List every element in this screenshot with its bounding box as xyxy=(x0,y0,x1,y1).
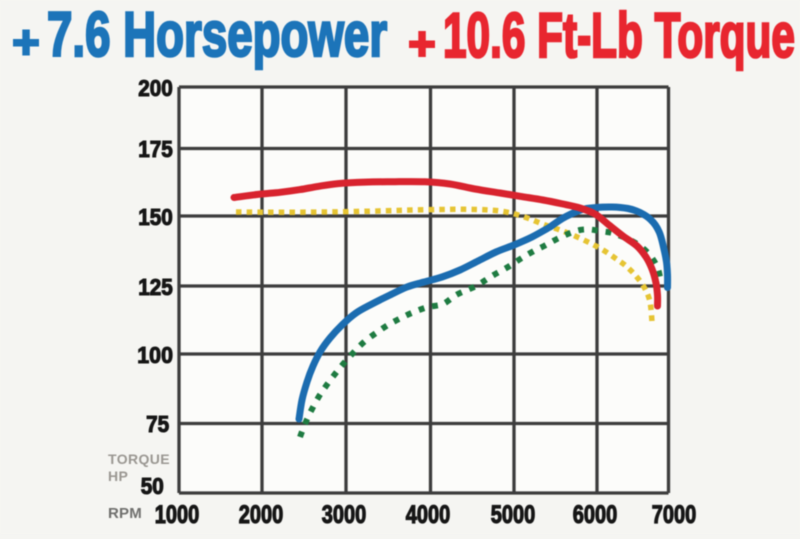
svg-text:150: 150 xyxy=(138,204,173,230)
svg-text:RPM: RPM xyxy=(108,505,142,522)
svg-text:2000: 2000 xyxy=(239,501,283,529)
svg-text:1000: 1000 xyxy=(155,501,199,529)
svg-text:175: 175 xyxy=(138,136,173,162)
svg-text:125: 125 xyxy=(138,274,173,300)
svg-text:50: 50 xyxy=(141,473,164,499)
svg-text:3000: 3000 xyxy=(322,501,366,529)
svg-text:75: 75 xyxy=(146,411,169,437)
svg-text:5000: 5000 xyxy=(491,501,535,529)
svg-text:10.6 Ft-Lb Torque: 10.6 Ft-Lb Torque xyxy=(443,1,795,71)
svg-text:7.6 Horsepower: 7.6 Horsepower xyxy=(47,0,387,70)
svg-text:200: 200 xyxy=(138,75,173,101)
svg-text:6000: 6000 xyxy=(573,501,617,529)
svg-text:4000: 4000 xyxy=(406,501,450,529)
svg-text:100: 100 xyxy=(137,342,173,368)
svg-text:TORQUE: TORQUE xyxy=(108,451,170,467)
svg-text:7000: 7000 xyxy=(652,501,696,529)
svg-text:HP: HP xyxy=(108,468,128,484)
